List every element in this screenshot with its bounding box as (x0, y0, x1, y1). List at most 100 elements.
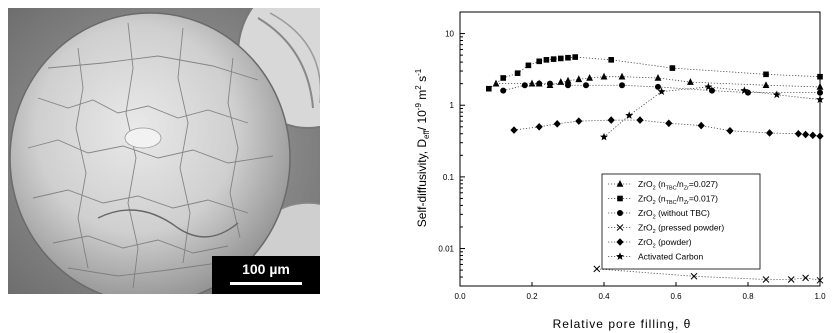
scale-bar-line (230, 282, 302, 285)
data-point (528, 79, 536, 87)
legend: ZrO2 (nTBC/nZr=0.027) ZrO2 (nTBC/nZr=0.01… (601, 173, 761, 270)
y-axis-label: Self-diffusivity, Deff/ 10-9 m2 s-1 (414, 68, 431, 227)
data-point (816, 95, 824, 103)
series-line (596, 268, 821, 281)
legend-box (601, 173, 761, 270)
data-point (616, 238, 624, 246)
series-square (486, 54, 823, 92)
data-point (816, 132, 824, 140)
data-point (763, 71, 769, 78)
legend-label: ZrO2 (pressed powder) (638, 223, 724, 236)
data-point (726, 126, 734, 135)
legend-label: ZrO2 (nTBC/nZr=0.027) (638, 179, 718, 192)
x-tick-label: 0.0 (454, 292, 466, 301)
data-point (486, 85, 492, 92)
legend-entry: Activated Carbon (608, 252, 703, 262)
micrograph-image (8, 8, 320, 294)
data-point (669, 65, 676, 71)
scale-bar-label: 100 µm (242, 261, 290, 277)
data-point (802, 274, 809, 282)
data-point (565, 82, 571, 89)
plot-frame (459, 11, 821, 287)
legend-label: Activated Carbon (638, 252, 703, 262)
y-tick-label: 0.01 (438, 245, 454, 254)
data-point (583, 82, 589, 89)
data-point (575, 117, 583, 125)
data-point (687, 78, 694, 85)
data-point (657, 87, 666, 95)
data-point (618, 72, 626, 80)
data-point (500, 75, 506, 81)
diffusivity-chart: 0.0 0.2 0.4 0.6 0.8 1.0 10 1 0.1 0.01 Self-diffus… (414, 11, 826, 331)
data-point (772, 90, 781, 99)
data-point (572, 54, 578, 60)
legend-entry: ZrO2 (pressed powder) (608, 223, 724, 236)
data-point (809, 131, 817, 140)
data-point (794, 129, 802, 138)
data-point (535, 122, 543, 131)
data-point (665, 119, 673, 128)
legend-entry: ZrO2 (without TBC) (608, 208, 710, 221)
data-point (500, 87, 507, 94)
scale-bar: 100 µm (212, 256, 320, 294)
data-point (521, 82, 528, 89)
legend-label: ZrO2 (powder) (638, 237, 692, 250)
sem-micrograph: 100 µm (8, 8, 320, 294)
data-point (536, 58, 542, 65)
data-point (816, 82, 824, 90)
data-point (608, 57, 614, 63)
x-tick-label: 0.6 (670, 292, 682, 301)
x-axis-label: Relative pore filling, θ (553, 317, 692, 331)
data-point (607, 116, 615, 124)
series-line (603, 86, 821, 138)
legend-entry: ZrO2 (nTBC/nZr=0.017) (608, 194, 718, 207)
legend-label: ZrO2 (nTBC/nZr=0.017) (638, 194, 718, 207)
series-diamond (510, 116, 824, 140)
x-tick-label: 0.2 (526, 292, 538, 301)
data-point (600, 72, 608, 80)
x-tick-label: 1.0 (814, 292, 826, 301)
series-cross (593, 265, 824, 284)
x-tick-label: 0.8 (742, 292, 754, 301)
data-point (547, 80, 553, 87)
y-tick-label: 0.1 (443, 173, 455, 182)
series-star (600, 82, 824, 141)
x-tick-label: 0.4 (598, 292, 610, 301)
data-point (565, 54, 571, 61)
data-point (543, 57, 550, 63)
data-series-layer (486, 54, 824, 284)
data-point (766, 129, 774, 137)
data-point (745, 89, 751, 96)
data-point (593, 265, 601, 273)
legend-entry: ZrO2 (nTBC/nZr=0.027) (608, 179, 718, 192)
data-point (817, 89, 823, 96)
data-point (536, 80, 543, 87)
data-point (787, 276, 795, 283)
data-point (558, 55, 564, 62)
legend-entry: ZrO2 (powder) (608, 237, 692, 250)
data-point (553, 120, 561, 128)
tick-labels: 0.0 0.2 0.4 0.6 0.8 1.0 10 1 0.1 0.01 (438, 30, 826, 301)
data-point (564, 76, 572, 84)
data-point (816, 276, 824, 284)
data-point (762, 81, 770, 89)
data-point (550, 56, 557, 62)
legend-label: ZrO2 (without TBC) (638, 208, 710, 221)
data-point (557, 78, 565, 85)
data-point (525, 62, 532, 69)
data-point (625, 111, 634, 119)
data-point (510, 126, 518, 134)
data-point (740, 86, 749, 94)
data-point (636, 116, 644, 124)
y-tick-label: 10 (445, 30, 454, 39)
data-point (617, 210, 623, 216)
data-point (802, 130, 810, 139)
y-tick-label: 1 (450, 101, 455, 110)
data-point (586, 73, 593, 81)
plot-area (459, 11, 821, 287)
data-point (575, 75, 583, 83)
data-point (690, 272, 698, 280)
data-point (817, 73, 823, 80)
data-point (617, 195, 623, 202)
data-point (704, 82, 713, 91)
